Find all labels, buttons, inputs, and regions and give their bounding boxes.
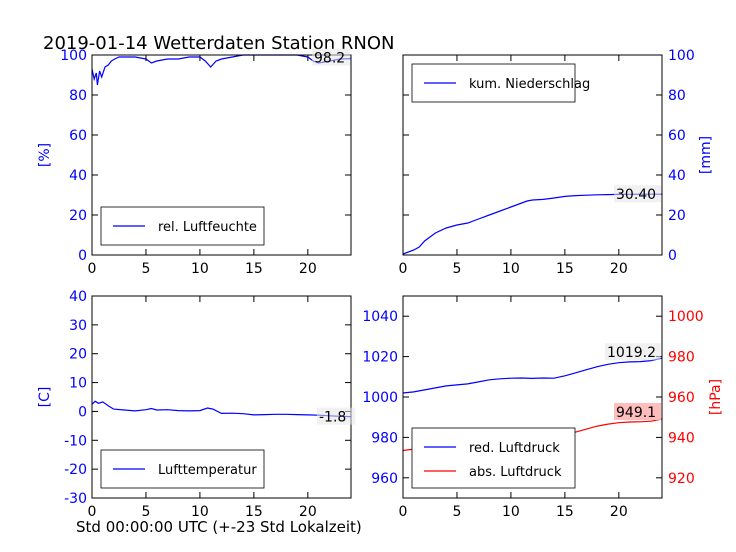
legend: rel. Luftfeuchte (100, 206, 265, 246)
x-tick-label: 5 (141, 261, 150, 277)
legend-entry: abs. Luftdruck (469, 465, 562, 480)
x-tick-label: 5 (452, 261, 461, 277)
x-tick-label: 20 (610, 504, 628, 520)
y-tick-label: 20 (668, 208, 686, 224)
legend-entry: rel. Luftfeuchte (158, 220, 257, 235)
y-tick-label: 980 (668, 350, 695, 366)
legend-entry: red. Luftdruck (469, 441, 560, 456)
y-axis-label: [C] (37, 387, 53, 408)
value-label: 949.1 (616, 405, 656, 421)
x-tick-label: 5 (141, 504, 150, 520)
legend: kum. Niederschlag (411, 63, 590, 103)
y-tick-label: 60 (69, 128, 87, 144)
value-label: 30.40 (616, 187, 656, 203)
y-tick-label: 80 (668, 88, 686, 104)
value-label-box (614, 403, 661, 421)
y-tick-label: 980 (371, 430, 398, 446)
figure-title: 2019-01-14 Wetterdaten Station RNON (43, 33, 394, 54)
y-tick-label: 920 (668, 471, 695, 487)
legend-entry: Lufttemperatur (158, 463, 257, 478)
y-axis-label: [hPa] (708, 379, 724, 415)
y-axis-label: [mm] (698, 136, 714, 174)
x-tick-label: 10 (191, 261, 209, 277)
x-tick-label: 20 (299, 261, 317, 277)
panel-top-right: 0 5 10 15 20 0 20 40 60 80 100 [mm] kum. Niederschla… (399, 48, 714, 277)
x-tick-label: 20 (610, 261, 628, 277)
y-axis-label: [%] (37, 143, 53, 167)
y-tick-label: -30 (64, 491, 87, 507)
value-label-box (605, 343, 661, 361)
series-line (91, 400, 352, 418)
x-tick-label: 15 (556, 504, 574, 520)
x-tick-label: 0 (88, 261, 97, 277)
y-tick-label: 1000 (362, 390, 398, 406)
y-tick-label: 80 (69, 88, 87, 104)
y-tick-label: -20 (64, 462, 87, 478)
axes-frame (91, 295, 352, 499)
axes-frame (402, 54, 663, 256)
figure-x-axis-label: Std 00:00:00 UTC (+-23 Std Lokalzeit) (76, 518, 362, 536)
y-tick-label: 20 (69, 347, 87, 363)
y-tick-label: 0 (78, 404, 87, 420)
series-line (402, 193, 662, 255)
x-tick-label: 10 (191, 504, 209, 520)
series-line (402, 357, 663, 394)
y-tick-label: 100 (60, 48, 87, 64)
y-tick-label: 40 (668, 168, 686, 184)
legend-box (411, 427, 576, 489)
legend: red. Luftdruck abs. Luftdruck (411, 427, 576, 489)
value-label: 1019.2 (607, 345, 656, 361)
x-tick-label: 10 (502, 504, 520, 520)
value-label-box (614, 185, 661, 203)
x-tick-label: 15 (556, 261, 574, 277)
y-tick-label: 960 (371, 471, 398, 487)
legend-entry: kum. Niederschlag (469, 77, 590, 92)
y-tick-label: 0 (668, 248, 677, 264)
y-tick-label: 60 (668, 128, 686, 144)
value-label: -1.8 (319, 410, 346, 426)
value-label: 98.2 (314, 51, 345, 67)
y-tick-label: 1000 (668, 309, 704, 325)
x-tick-label: 5 (452, 504, 461, 520)
y-tick-label: 40 (69, 168, 87, 184)
y-tick-label: 960 (668, 390, 695, 406)
y-tick-label: 40 (69, 289, 87, 305)
x-tick-label: 15 (245, 504, 263, 520)
y-tick-label: 30 (69, 318, 87, 334)
panel-bottom-right: 0 5 10 15 20 960 980 1000 1020 1040 920 940 960 980 10… (362, 295, 724, 520)
axes-frame (91, 54, 352, 256)
x-tick-label: 0 (399, 261, 408, 277)
y-tick-label: 1020 (362, 350, 398, 366)
y-tick-label: -10 (64, 433, 87, 449)
panel-bottom-left: 0 5 10 15 20 -30 -20 -10 0 10 20 30 40 [C] Lufttempera… (37, 289, 356, 520)
x-tick-label: 10 (502, 261, 520, 277)
x-tick-label: 0 (88, 504, 97, 520)
x-tick-label: 0 (399, 504, 408, 520)
x-tick-label: 15 (245, 261, 263, 277)
y-tick-label: 10 (69, 376, 87, 392)
legend: Lufttemperatur (100, 449, 265, 489)
panel-top-left: 0 5 10 15 20 0 20 40 60 80 100 [%] rel. Luftfeuchte 9… (37, 48, 352, 277)
y-tick-label: 20 (69, 208, 87, 224)
y-tick-label: 940 (668, 430, 695, 446)
value-label-box (312, 48, 351, 66)
value-label-box (317, 407, 356, 425)
y-tick-label: 0 (78, 248, 87, 264)
y-tick-label: 1040 (362, 309, 398, 325)
x-tick-label: 20 (299, 504, 317, 520)
y-tick-label: 100 (668, 48, 695, 64)
